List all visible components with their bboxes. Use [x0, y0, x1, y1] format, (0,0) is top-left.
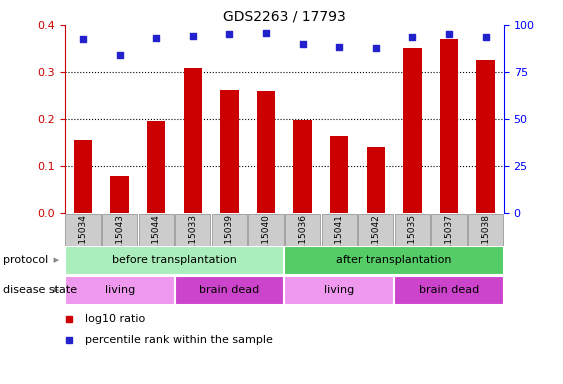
- Point: [334, 43, 343, 50]
- Bar: [440, 39, 458, 213]
- Bar: [74, 140, 92, 213]
- Text: GSM115038: GSM115038: [481, 214, 490, 269]
- Point: [445, 31, 454, 37]
- FancyBboxPatch shape: [65, 276, 175, 305]
- Text: living: living: [324, 285, 354, 295]
- FancyBboxPatch shape: [284, 246, 504, 275]
- FancyBboxPatch shape: [431, 214, 467, 271]
- Text: protocol: protocol: [3, 255, 48, 265]
- Bar: [330, 136, 348, 213]
- Text: GSM115033: GSM115033: [189, 214, 197, 269]
- Text: log10 ratio: log10 ratio: [84, 314, 145, 324]
- FancyBboxPatch shape: [175, 214, 211, 271]
- Bar: [403, 48, 422, 213]
- Text: disease state: disease state: [3, 285, 77, 295]
- Point: [408, 34, 417, 40]
- Text: percentile rank within the sample: percentile rank within the sample: [84, 335, 272, 345]
- Text: GSM115035: GSM115035: [408, 214, 417, 269]
- Point: [481, 34, 490, 40]
- FancyBboxPatch shape: [284, 276, 394, 305]
- Text: GSM115041: GSM115041: [335, 214, 343, 269]
- FancyBboxPatch shape: [138, 214, 174, 271]
- Bar: [220, 90, 239, 213]
- Bar: [110, 176, 129, 213]
- Text: brain dead: brain dead: [199, 285, 260, 295]
- Text: GSM115039: GSM115039: [225, 214, 234, 269]
- FancyBboxPatch shape: [285, 214, 320, 271]
- FancyBboxPatch shape: [65, 214, 101, 271]
- Bar: [257, 91, 275, 213]
- FancyBboxPatch shape: [394, 276, 504, 305]
- Point: [298, 41, 307, 47]
- Text: before transplantation: before transplantation: [112, 255, 237, 265]
- Text: after transplantation: after transplantation: [336, 255, 452, 265]
- FancyBboxPatch shape: [65, 246, 284, 275]
- FancyBboxPatch shape: [248, 214, 284, 271]
- Point: [188, 33, 197, 39]
- Text: GSM115040: GSM115040: [262, 214, 270, 269]
- Bar: [476, 60, 495, 213]
- Text: GSM115044: GSM115044: [152, 214, 160, 269]
- FancyBboxPatch shape: [321, 214, 357, 271]
- Point: [225, 31, 234, 37]
- Text: living: living: [105, 285, 135, 295]
- Text: GSM115034: GSM115034: [79, 214, 87, 269]
- Text: GSM115037: GSM115037: [445, 214, 453, 269]
- Bar: [293, 121, 312, 213]
- FancyBboxPatch shape: [212, 214, 247, 271]
- Title: GDS2263 / 17793: GDS2263 / 17793: [223, 10, 346, 24]
- FancyBboxPatch shape: [395, 214, 430, 271]
- Bar: [147, 121, 166, 213]
- Bar: [184, 68, 202, 213]
- Text: GSM115042: GSM115042: [372, 214, 380, 269]
- Point: [372, 45, 381, 51]
- FancyBboxPatch shape: [468, 214, 503, 271]
- Point: [79, 36, 88, 42]
- Text: GSM115036: GSM115036: [298, 214, 307, 269]
- Text: brain dead: brain dead: [419, 285, 479, 295]
- FancyBboxPatch shape: [102, 214, 137, 271]
- Point: [261, 30, 270, 36]
- Bar: [367, 147, 385, 213]
- Text: GSM115043: GSM115043: [115, 214, 124, 269]
- Point: [115, 52, 124, 58]
- Point: [152, 35, 161, 41]
- FancyBboxPatch shape: [358, 214, 394, 271]
- FancyBboxPatch shape: [175, 276, 284, 305]
